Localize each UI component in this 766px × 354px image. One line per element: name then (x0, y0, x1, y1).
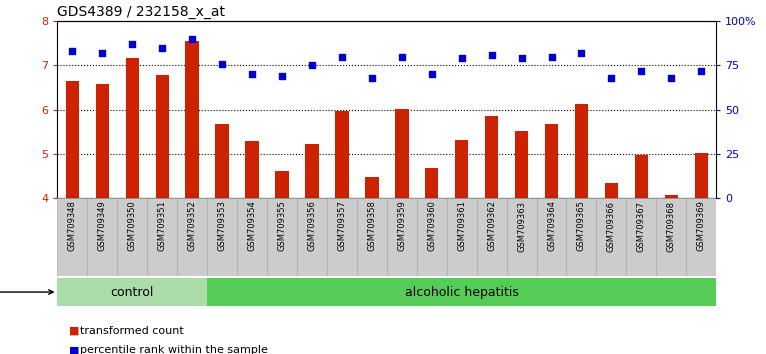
Bar (297, 198, 327, 276)
Bar (515, 131, 529, 198)
Text: percentile rank within the sample: percentile rank within the sample (80, 346, 268, 354)
Text: GSM709361: GSM709361 (457, 201, 466, 251)
Bar (455, 140, 469, 198)
Bar (336, 111, 349, 198)
Bar (96, 84, 109, 198)
Text: GSM709366: GSM709366 (607, 201, 616, 252)
Text: transformed count: transformed count (80, 326, 184, 336)
Bar (365, 177, 378, 198)
Bar (395, 109, 408, 198)
Point (216, 61, 228, 67)
Bar (215, 124, 229, 198)
Bar (476, 198, 506, 276)
Point (695, 68, 707, 74)
Bar (357, 198, 387, 276)
Bar (155, 75, 169, 198)
Text: GSM709355: GSM709355 (277, 201, 286, 251)
Point (605, 75, 617, 81)
Text: GSM709348: GSM709348 (68, 201, 77, 251)
Bar (567, 198, 597, 276)
Bar (627, 198, 656, 276)
Point (516, 56, 528, 61)
Bar (185, 41, 199, 198)
Text: GSM709357: GSM709357 (337, 201, 346, 251)
Bar (485, 116, 499, 198)
Bar (245, 141, 259, 198)
Text: GSM709364: GSM709364 (547, 201, 556, 251)
Bar (686, 198, 716, 276)
Bar (695, 153, 708, 198)
Bar (665, 195, 678, 198)
Bar (177, 198, 207, 276)
Text: GSM709369: GSM709369 (697, 201, 705, 251)
Point (575, 50, 588, 56)
Bar (387, 198, 417, 276)
Point (336, 54, 348, 59)
Point (126, 41, 139, 47)
Bar (126, 58, 139, 198)
Bar (87, 198, 117, 276)
Text: ■: ■ (69, 326, 80, 336)
Point (635, 68, 647, 74)
Bar (275, 171, 289, 198)
Text: GSM709368: GSM709368 (666, 201, 676, 252)
Text: ■: ■ (69, 346, 80, 354)
Bar (545, 124, 558, 198)
Text: GSM709358: GSM709358 (368, 201, 376, 251)
Text: GSM709356: GSM709356 (307, 201, 316, 251)
Point (156, 45, 169, 51)
Text: GSM709352: GSM709352 (188, 201, 197, 251)
Point (306, 63, 318, 68)
Bar (536, 198, 567, 276)
Text: control: control (110, 286, 154, 298)
Point (665, 75, 677, 81)
Text: GSM709363: GSM709363 (517, 201, 526, 252)
Text: GSM709353: GSM709353 (218, 201, 227, 251)
Bar (66, 81, 79, 198)
Bar (207, 278, 716, 306)
Point (276, 73, 288, 79)
Text: GSM709367: GSM709367 (637, 201, 646, 252)
Point (246, 72, 258, 77)
Bar (327, 198, 357, 276)
Point (545, 54, 558, 59)
Bar (425, 168, 438, 198)
Bar (57, 198, 87, 276)
Bar (267, 198, 297, 276)
Bar (597, 198, 627, 276)
Point (396, 54, 408, 59)
Bar (417, 198, 447, 276)
Point (486, 52, 498, 58)
Text: GSM709354: GSM709354 (247, 201, 257, 251)
Point (67, 48, 79, 54)
Point (456, 56, 468, 61)
Bar (57, 278, 207, 306)
Point (365, 75, 378, 81)
Bar (634, 155, 648, 198)
Bar (305, 144, 319, 198)
Text: GDS4389 / 232158_x_at: GDS4389 / 232158_x_at (57, 5, 225, 19)
Bar (574, 104, 588, 198)
Bar (656, 198, 686, 276)
Text: disease state: disease state (0, 287, 53, 297)
Bar (604, 183, 618, 198)
Text: GSM709351: GSM709351 (158, 201, 167, 251)
Bar (237, 198, 267, 276)
Text: GSM709360: GSM709360 (427, 201, 437, 251)
Bar (447, 198, 476, 276)
Bar (207, 198, 237, 276)
Point (186, 36, 198, 42)
Bar (147, 198, 177, 276)
Bar (117, 198, 147, 276)
Text: GSM709362: GSM709362 (487, 201, 496, 251)
Text: GSM709349: GSM709349 (98, 201, 107, 251)
Text: GSM709359: GSM709359 (398, 201, 406, 251)
Point (426, 72, 438, 77)
Text: GSM709365: GSM709365 (577, 201, 586, 251)
Text: alcoholic hepatitis: alcoholic hepatitis (404, 286, 519, 298)
Point (97, 50, 109, 56)
Bar (506, 198, 536, 276)
Text: GSM709350: GSM709350 (128, 201, 137, 251)
